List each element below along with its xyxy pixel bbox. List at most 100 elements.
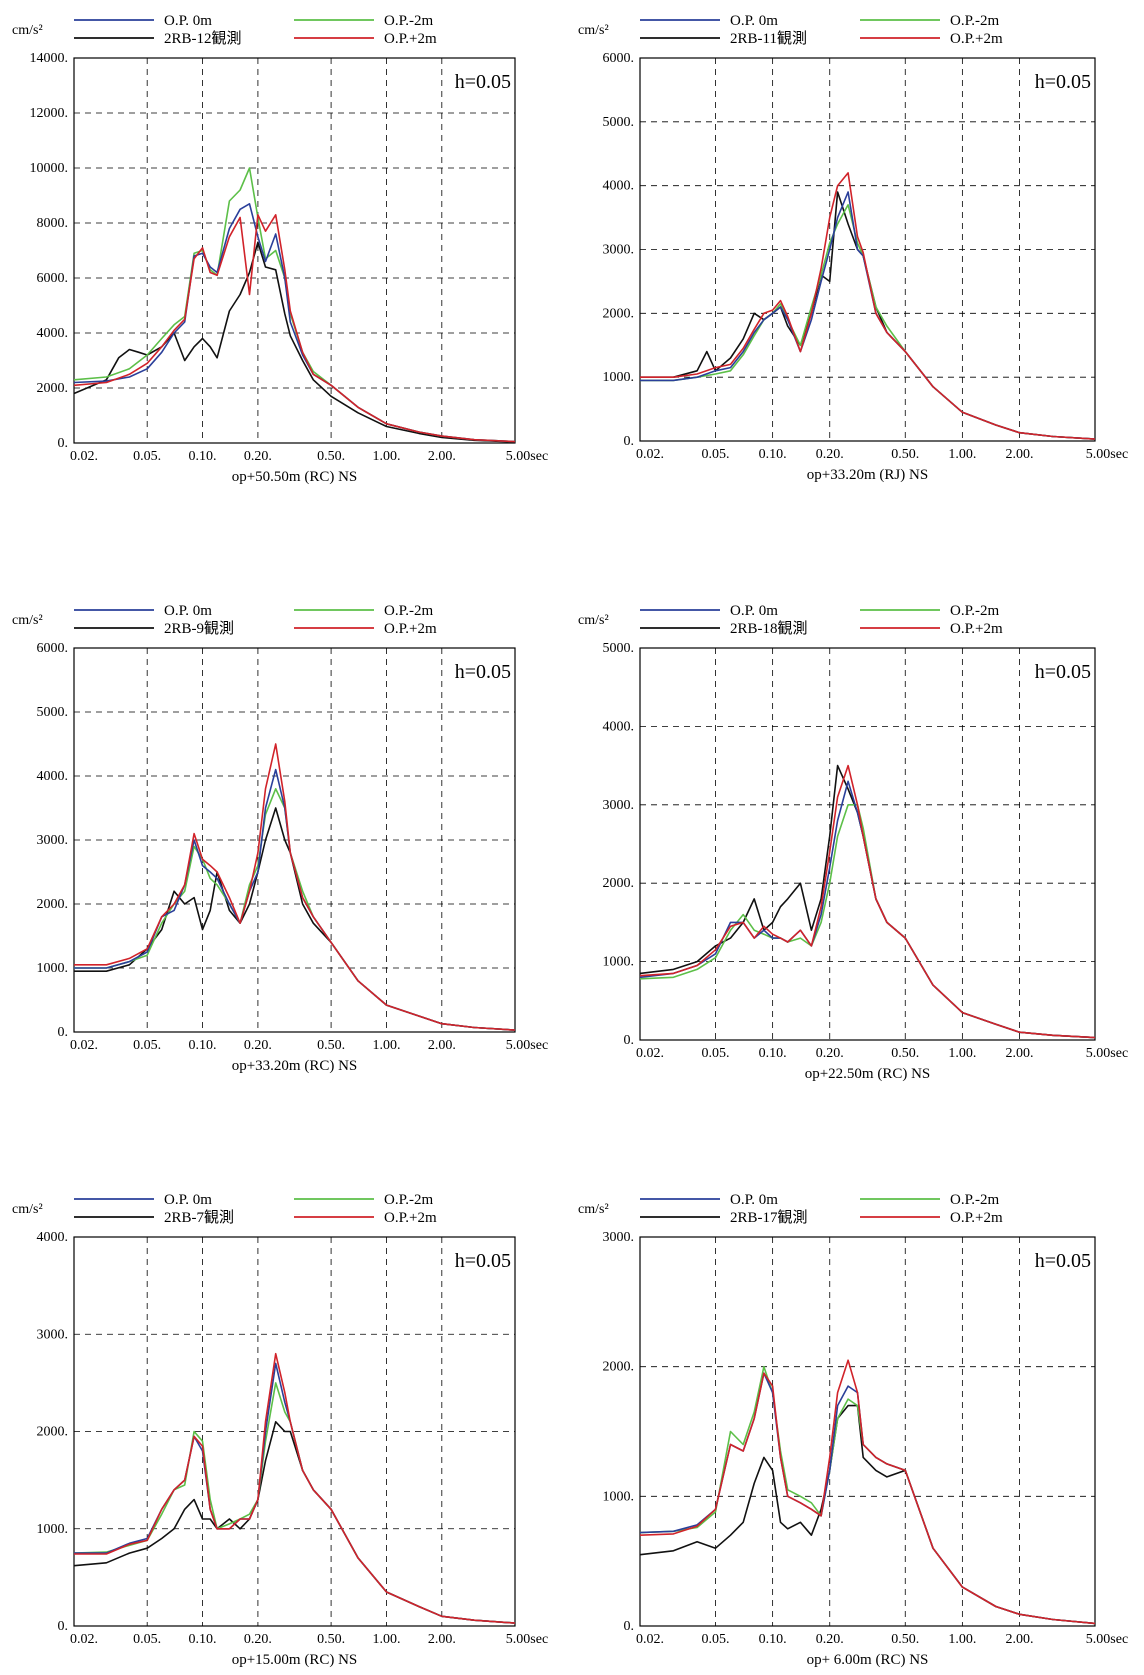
x-tick-label: 0.05. — [133, 449, 161, 464]
y-tick-label: 2000. — [603, 306, 635, 321]
legend-entry: 2RB-11観測 — [730, 30, 807, 47]
series-line-opp2 — [74, 743, 516, 1031]
legend-entry: O.P. 0m — [164, 13, 212, 29]
legend-entry: O.P.-2m — [384, 603, 434, 619]
y-tick-label: 4000. — [37, 1230, 69, 1245]
chart-title: op+ 6.00m (RC) NS — [807, 1652, 929, 1668]
legend-entry: O.P.+2m — [950, 1210, 1003, 1226]
legend-entry: O.P. 0m — [164, 603, 212, 619]
damping-label: h=0.05 — [1035, 661, 1091, 683]
x-tick-label: 1.00. — [372, 449, 400, 464]
legend-entry: O.P.+2m — [950, 31, 1003, 47]
x-tick-label: 0.05. — [133, 1038, 161, 1053]
x-tick-label: 0.50. — [891, 1632, 919, 1647]
x-tick-label: 0.50. — [317, 449, 345, 464]
y-tick-label: 2000. — [37, 897, 69, 912]
x-tick-label: 2.00. — [1005, 1046, 1033, 1061]
y-tick-label: 0. — [58, 436, 69, 451]
series-line-op0 — [640, 191, 1096, 440]
series-line-obs — [640, 191, 1096, 440]
y-tick-label: 1000. — [603, 1489, 635, 1504]
series-line-opp2 — [640, 172, 1096, 440]
y-tick-label: 1000. — [37, 1522, 69, 1537]
x-tick-label: 5.00sec — [506, 449, 548, 464]
legend-entry: 2RB-17観測 — [730, 1209, 808, 1226]
x-tick-label: 1.00. — [948, 1632, 976, 1647]
series-line-opm2 — [639, 1365, 1096, 1625]
y-tick-label: 6000. — [37, 271, 69, 286]
y-tick-label: 5000. — [37, 705, 69, 720]
y-tick-label: 1000. — [603, 370, 635, 385]
series-line-opp2 — [639, 764, 1096, 1039]
series-line-opp2 — [639, 1359, 1096, 1625]
legend-entry: O.P.+2m — [950, 621, 1003, 637]
legend-entry: O.P.-2m — [384, 13, 434, 29]
y-tick-label: 0. — [624, 434, 635, 449]
x-tick-label: 2.00. — [428, 1632, 456, 1647]
legend-entry: O.P.-2m — [950, 1192, 1000, 1208]
x-tick-label: 2.00. — [428, 449, 456, 464]
x-tick-label: 5.00sec — [506, 1038, 548, 1053]
y-tick-label: 0. — [58, 1025, 69, 1040]
y-tick-label: 12000. — [30, 106, 69, 121]
damping-label: h=0.05 — [1035, 1250, 1091, 1272]
legend-entry: O.P.+2m — [384, 1210, 437, 1226]
chart-title: op+15.00m (RC) NS — [232, 1652, 358, 1668]
x-tick-label: 0.50. — [317, 1038, 345, 1053]
legend-entry: O.P.-2m — [950, 13, 1000, 29]
series-line-obs — [73, 1421, 516, 1624]
series-line-obs — [639, 764, 1096, 1039]
y-unit-label: cm/s² — [12, 23, 43, 38]
plot-frame — [639, 647, 1096, 1041]
x-tick-label: 0.20. — [244, 1038, 272, 1053]
series-line-opp2 — [74, 1352, 516, 1624]
y-tick-label: 10000. — [30, 161, 69, 176]
y-tick-label: 3000. — [37, 833, 69, 848]
x-tick-label: 0.20. — [244, 449, 272, 464]
y-tick-label: 1000. — [603, 955, 635, 970]
y-unit-label: cm/s² — [578, 23, 609, 38]
y-tick-label: 6000. — [37, 641, 69, 656]
y-tick-label: 14000. — [30, 51, 69, 66]
legend-entry: 2RB-18観測 — [730, 620, 808, 637]
x-tick-label: 0.05. — [702, 1046, 730, 1061]
series-line-opm2 — [73, 167, 516, 443]
y-tick-label: 3000. — [37, 1327, 69, 1342]
chart-title: op+33.20m (RJ) NS — [807, 467, 928, 483]
x-tick-label: 0.02. — [70, 449, 98, 464]
y-tick-label: 5000. — [603, 115, 635, 130]
series-line-op0 — [639, 780, 1096, 1039]
x-tick-label: 0.50. — [317, 1632, 345, 1647]
legend-entry: O.P. 0m — [730, 603, 778, 619]
series-line-op0 — [639, 1372, 1096, 1625]
x-tick-label: 0.10. — [759, 447, 787, 462]
series-line-op0 — [74, 1362, 516, 1624]
y-tick-label: 6000. — [603, 51, 635, 66]
x-tick-label: 0.02. — [636, 1632, 664, 1647]
legend-entry: O.P. 0m — [164, 1192, 212, 1208]
series-line-opp2 — [73, 214, 516, 443]
y-tick-label: 3000. — [603, 243, 635, 258]
damping-label: h=0.05 — [455, 71, 511, 93]
series-line-opm2 — [73, 1382, 516, 1624]
y-tick-label: 2000. — [603, 876, 635, 891]
legend-entry: O.P.-2m — [950, 603, 1000, 619]
x-tick-label: 2.00. — [428, 1038, 456, 1053]
x-tick-label: 0.05. — [133, 1632, 161, 1647]
x-tick-label: 0.10. — [189, 1632, 217, 1647]
y-unit-label: cm/s² — [12, 613, 43, 628]
x-tick-label: 0.10. — [189, 449, 217, 464]
legend-entry: 2RB-9観測 — [164, 620, 234, 637]
legend-entry: O.P. 0m — [730, 1192, 778, 1208]
y-unit-label: cm/s² — [12, 1202, 43, 1217]
series-line-op0 — [74, 768, 516, 1031]
series-line-opm2 — [639, 804, 1096, 1039]
legend-entry: O.P.+2m — [384, 621, 437, 637]
x-tick-label: 0.10. — [189, 1038, 217, 1053]
y-tick-label: 2000. — [37, 1425, 69, 1440]
x-tick-label: 0.20. — [816, 1046, 844, 1061]
y-tick-label: 0. — [58, 1619, 69, 1634]
x-tick-label: 0.05. — [702, 447, 730, 462]
x-tick-label: 0.02. — [636, 447, 664, 462]
